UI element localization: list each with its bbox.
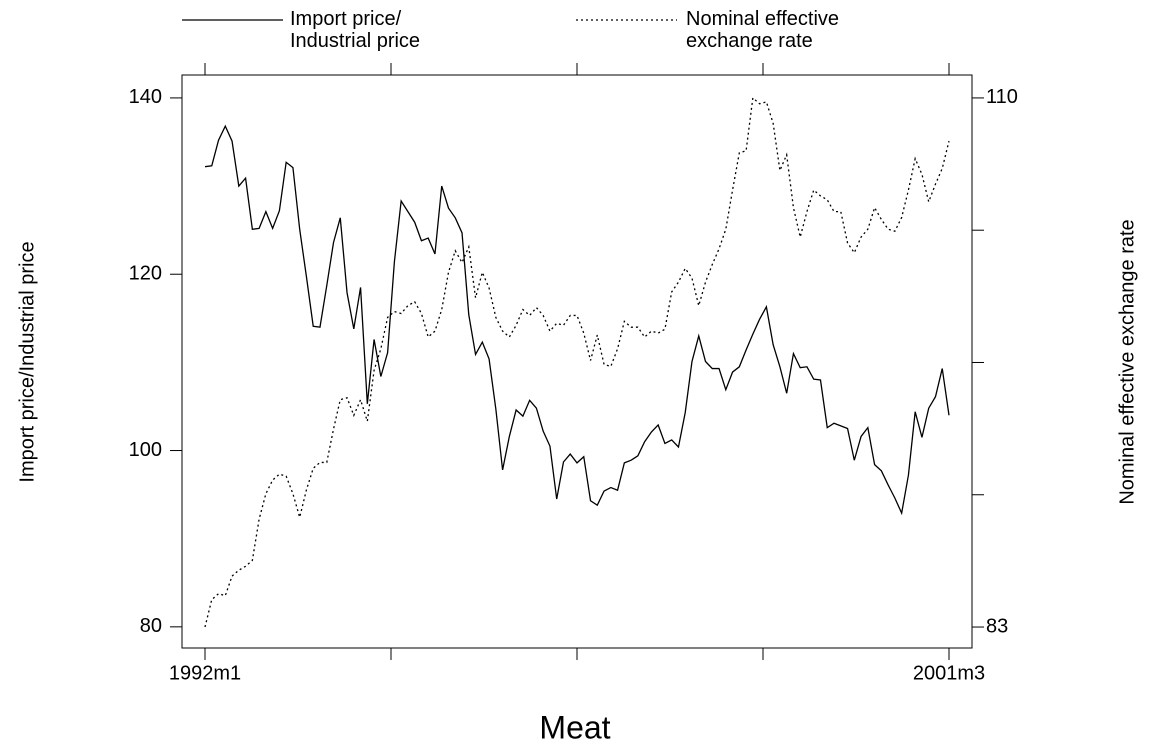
x-tick-label: 2001m3 xyxy=(913,662,985,684)
plot-frame xyxy=(181,74,973,649)
y-axis-label: Import price/Industrial price xyxy=(16,241,38,482)
series-line xyxy=(204,96,950,628)
y-tick-label: 80 xyxy=(140,615,162,637)
series-line xyxy=(204,124,950,516)
y-tick-label: 140 xyxy=(129,86,162,108)
y2-tick-label: 110 xyxy=(986,86,1018,108)
y2-tick-label: 83 xyxy=(986,615,1008,637)
chart-title: Meat xyxy=(539,709,610,745)
legend-label: Import price/ Industrial price xyxy=(290,8,421,52)
y2-axis-label: Nominal effective exchange rate xyxy=(1116,219,1138,504)
y-tick-label: 120 xyxy=(129,263,162,285)
legend-label: Nominal effective exchange rate xyxy=(686,8,840,52)
y-tick-label: 100 xyxy=(129,439,162,461)
x-tick-label: 1992m1 xyxy=(169,662,241,684)
